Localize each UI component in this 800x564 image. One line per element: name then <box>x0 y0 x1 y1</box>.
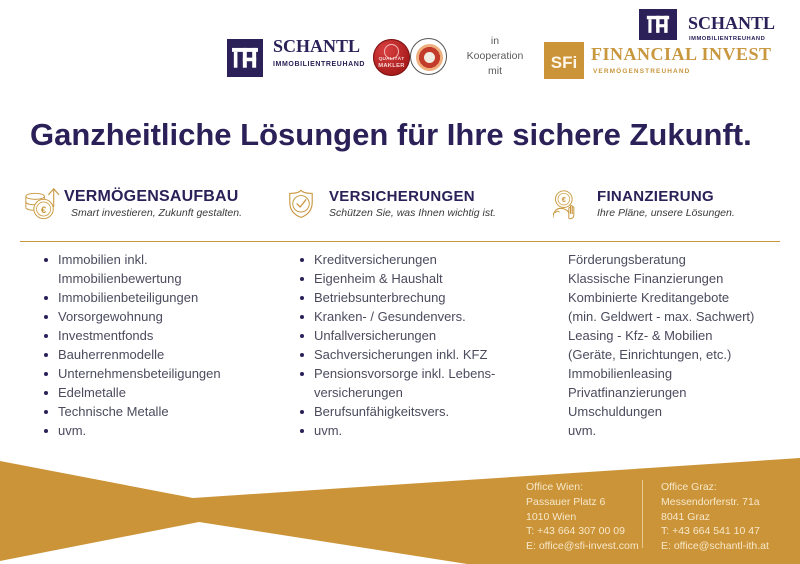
svg-text:SFi: SFi <box>551 53 577 72</box>
svg-text:€: € <box>41 205 46 215</box>
